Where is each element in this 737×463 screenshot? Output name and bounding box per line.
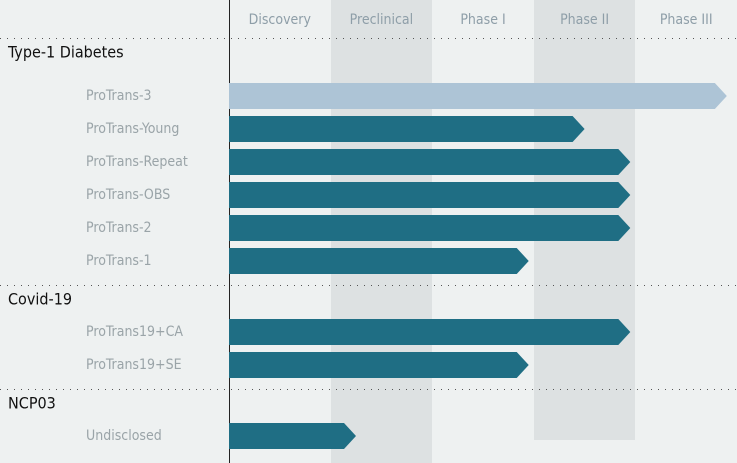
progress-bar <box>229 352 529 378</box>
phase-label: Preclinical <box>350 12 414 28</box>
program-label: ProTrans-3 <box>86 88 152 104</box>
program-label: ProTrans-Repeat <box>86 154 188 170</box>
group-label: Covid-19 <box>8 290 72 309</box>
program-label: ProTrans-2 <box>86 220 152 236</box>
program-label: ProTrans-Young <box>86 121 179 137</box>
progress-bar <box>229 116 585 142</box>
phase-label: Discovery <box>249 12 312 28</box>
phase-label: Phase III <box>660 12 713 28</box>
progress-bar <box>229 149 631 175</box>
program-label: ProTrans19+SE <box>86 357 182 373</box>
group-label: Type-1 Diabetes <box>7 43 124 62</box>
progress-bar <box>229 423 356 449</box>
program-label: ProTrans-OBS <box>86 187 170 203</box>
phase-label: Phase I <box>460 12 505 28</box>
progress-bar <box>229 83 727 109</box>
program-label: ProTrans-1 <box>86 253 152 269</box>
progress-bar <box>229 319 631 345</box>
phase-label: Phase II <box>560 12 609 28</box>
group-label: NCP03 <box>8 394 56 413</box>
progress-bar <box>229 182 631 208</box>
program-label: Undisclosed <box>86 428 162 444</box>
progress-bar <box>229 248 529 274</box>
program-label: ProTrans19+CA <box>86 324 183 340</box>
progress-bar <box>229 215 631 241</box>
